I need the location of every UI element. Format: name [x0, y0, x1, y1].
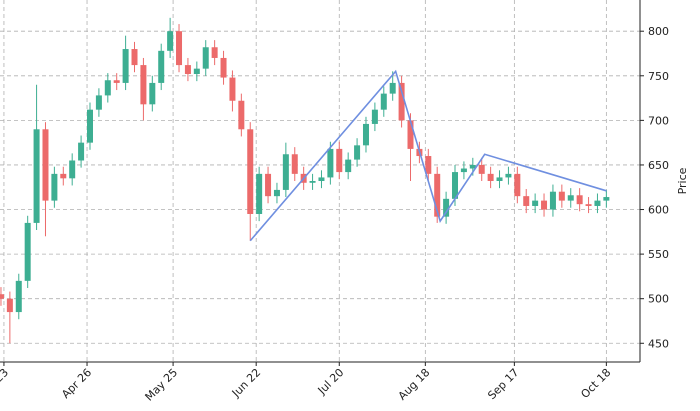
candle-body: [585, 204, 592, 206]
candle-body: [576, 195, 583, 205]
candle-body: [327, 148, 334, 178]
x-tick-label: 23: [0, 366, 11, 385]
candle-body: [523, 196, 530, 206]
candle-body: [229, 77, 236, 101]
candle-body: [256, 173, 263, 214]
y-tick-label: 600: [648, 204, 669, 217]
y-axis-label: Price: [676, 167, 689, 194]
x-tick-label: Oct 18: [578, 366, 613, 401]
candle-body: [460, 168, 467, 173]
candle-body: [567, 195, 574, 201]
candle-body: [95, 95, 102, 110]
candle-body: [389, 82, 396, 94]
candle-body: [345, 159, 352, 173]
candle-body: [309, 181, 316, 183]
y-tick-label: 500: [648, 293, 669, 306]
candle-body: [478, 164, 485, 174]
candle-body: [184, 65, 191, 75]
candle-body: [24, 222, 31, 281]
candle-body: [122, 49, 129, 83]
y-tick-label: 800: [648, 25, 669, 38]
candle-body: [434, 173, 441, 217]
x-tick-label: Sep 17: [485, 366, 521, 402]
candle-body: [425, 156, 432, 174]
candle-body: [603, 197, 610, 201]
candle-body: [0, 294, 4, 299]
candle-body: [113, 80, 120, 83]
candle-body: [443, 198, 450, 217]
candle-body: [131, 49, 138, 66]
candle-body: [398, 82, 405, 121]
zigzag-line: [249, 69, 607, 242]
x-tick-label: Apr 26: [59, 366, 94, 401]
candle-body: [452, 172, 459, 199]
x-tick-label: Jul 20: [315, 366, 347, 398]
candle-body: [487, 173, 494, 181]
x-tick-label: Aug 18: [396, 366, 433, 403]
candle-body: [78, 142, 85, 161]
x-tick-label: Jun 22: [229, 366, 263, 400]
candle-body: [60, 173, 67, 179]
y-tick-label: 700: [648, 114, 669, 127]
candle-body: [140, 65, 147, 105]
candle-body: [362, 123, 369, 146]
y-tick-label: 750: [648, 70, 669, 83]
candle-body: [51, 173, 58, 201]
candle-body: [149, 82, 156, 105]
y-tick-label: 550: [648, 248, 669, 261]
candle-body: [496, 177, 503, 181]
candle-body: [532, 200, 539, 206]
candle-body: [541, 200, 548, 210]
candle-body: [211, 47, 218, 58]
candle-body: [354, 145, 361, 160]
plot-area: [0, 0, 640, 362]
candle-body: [291, 154, 298, 174]
candle-body: [247, 129, 254, 214]
candle-body: [549, 191, 556, 210]
candle-body: [15, 280, 22, 313]
candle-body: [407, 120, 414, 149]
candle-body: [380, 93, 387, 110]
candle-body: [104, 80, 111, 96]
candle-body: [176, 31, 183, 66]
candle-body: [371, 109, 378, 124]
candle-body: [514, 173, 521, 197]
candle-body: [594, 200, 601, 206]
candle-body: [273, 189, 280, 197]
y-tick-label: 450: [648, 337, 669, 350]
candle-body: [505, 173, 512, 178]
candle-body: [220, 57, 227, 78]
candle-body: [158, 50, 165, 83]
candle-body: [469, 164, 476, 169]
candle-body: [336, 148, 343, 173]
y-tick-label: 650: [648, 159, 669, 172]
candle-body: [318, 177, 325, 181]
candle-body: [202, 47, 209, 69]
candle-body: [86, 109, 93, 143]
candle-body: [238, 100, 245, 130]
candle-body: [33, 129, 40, 223]
candle-body: [6, 298, 13, 313]
candle-body: [265, 173, 272, 197]
candle-body: [42, 129, 49, 201]
candle-body: [69, 160, 76, 179]
candle-body: [193, 68, 200, 75]
candle-body: [167, 31, 174, 51]
x-tick-label: May 25: [143, 366, 181, 404]
candle-body: [558, 191, 565, 201]
candle-body: [282, 154, 289, 190]
